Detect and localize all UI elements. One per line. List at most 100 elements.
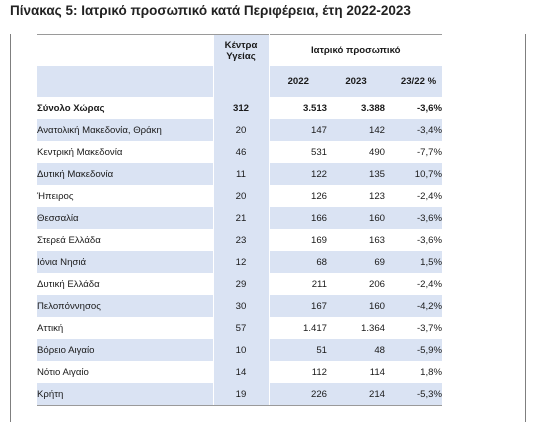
header-change: 23/22 %: [385, 66, 442, 97]
region-cell: Κεντρική Μακεδονία: [37, 146, 123, 158]
health-centers-cell: 11: [212, 163, 270, 185]
change-cell: -5,3%: [385, 383, 442, 406]
region-cell: Νότιο Αιγαίο: [37, 366, 89, 378]
region-cell: Δυτική Ελλάδα: [37, 278, 100, 290]
health-centers-cell: 21: [212, 207, 270, 229]
staff-2022-cell: 169: [310, 234, 327, 246]
region-cell: Σύνολο Χώρας: [37, 102, 105, 114]
region-cell: Στερεά Ελλάδα: [37, 234, 101, 246]
staff-2022-cell: 51: [269, 339, 327, 361]
region-cell: Δυτική Μακεδονία: [37, 163, 213, 185]
staff-2023-cell: 69: [327, 251, 385, 273]
health-centers-cell: 30: [212, 295, 270, 317]
table-row: Αττική 57 1.417 1.364 -3,7%: [37, 317, 442, 339]
region-cell: Ιόνια Νησιά: [37, 251, 213, 273]
header-year-2023: 2023: [327, 66, 385, 97]
health-centers-cell: 29: [212, 273, 270, 295]
staff-2023-cell: 135: [327, 163, 385, 185]
header-region-cell: [37, 66, 213, 97]
staff-2022-cell: 167: [269, 295, 327, 317]
header-row-1: Κέντρα Υγείας Ιατρικό προσωπικό: [37, 34, 442, 66]
staff-2022-cell: 3.513: [302, 102, 327, 114]
health-centers-cell: 12: [212, 251, 270, 273]
medical-staff-table: Κέντρα Υγείας Ιατρικό προσωπικό 2022 202…: [37, 34, 442, 406]
change-cell: -2,4%: [416, 278, 442, 290]
health-centers-cell: 23: [212, 229, 270, 251]
change-cell: -3,6%: [416, 234, 442, 246]
header-medical-staff: Ιατρικό προσωπικό: [269, 34, 442, 66]
region-cell: Θεσσαλία: [37, 207, 213, 229]
table-row: Ήπειρος 20 126 123 -2,4%: [37, 185, 442, 207]
table-row: Πελοπόννησος 30 167 160 -4,2%: [37, 295, 442, 317]
change-cell: -3,6%: [416, 102, 442, 114]
staff-2023-cell: 160: [327, 207, 385, 229]
table-row: Θεσσαλία 21 166 160 -3,6%: [37, 207, 442, 229]
change-cell: 1,8%: [420, 366, 442, 378]
page-right-border: [525, 34, 526, 422]
health-centers-cell: 20: [212, 185, 270, 207]
staff-2022-cell: 68: [269, 251, 327, 273]
region-cell: Κρήτη: [37, 383, 213, 406]
staff-2023-cell: 214: [327, 383, 385, 406]
health-centers-cell: 312: [212, 97, 270, 119]
change-cell: -4,2%: [385, 295, 442, 317]
region-cell: Βόρειο Αιγαίο: [37, 339, 213, 361]
region-cell: Αττική: [37, 322, 64, 334]
change-cell: -3,6%: [385, 207, 442, 229]
health-centers-cell: 46: [212, 141, 270, 163]
table-row: Δυτική Ελλάδα 29 211 206 -2,4%: [37, 273, 442, 295]
health-centers-cell: 19: [212, 383, 270, 406]
change-cell: -3,4%: [385, 119, 442, 141]
table-row: Σύνολο Χώρας 312 3.513 3.388 -3,6%: [37, 97, 442, 119]
table-row: Στερεά Ελλάδα 23 169 163 -3,6%: [37, 229, 442, 251]
table-row: Κεντρική Μακεδονία 46 531 490 -7,7%: [37, 141, 442, 163]
staff-2023-cell: 490: [368, 146, 385, 158]
health-centers-cell: 10: [212, 339, 270, 361]
staff-2022-cell: 166: [269, 207, 327, 229]
staff-2023-cell: 206: [368, 278, 385, 290]
table-row: Κρήτη 19 226 214 -5,3%: [37, 383, 442, 406]
staff-2023-cell: 160: [327, 295, 385, 317]
change-cell: 1,5%: [385, 251, 442, 273]
staff-2023-cell: 163: [368, 234, 385, 246]
table-row: Ιόνια Νησιά 12 68 69 1,5%: [37, 251, 442, 273]
header-centers-cell: [212, 66, 270, 97]
header-row-2: 2022 2023 23/22 %: [37, 66, 442, 97]
change-cell: -5,9%: [385, 339, 442, 361]
table-body: Σύνολο Χώρας 312 3.513 3.388 -3,6% Ανατολική …: [37, 97, 442, 406]
table-row: Ανατολική Μακεδονία, Θράκη 20 147 142 -3,4%: [37, 119, 442, 141]
change-cell: 10,7%: [385, 163, 442, 185]
staff-2022-cell: 126: [310, 190, 327, 202]
staff-2022-cell: 1.417: [302, 322, 327, 334]
staff-2022-cell: 122: [269, 163, 327, 185]
staff-2022-cell: 112: [311, 366, 327, 378]
change-cell: -7,7%: [416, 146, 442, 158]
staff-2023-cell: 1.364: [360, 322, 385, 334]
health-centers-cell: 20: [212, 119, 270, 141]
table-row: Βόρειο Αιγαίο 10 51 48 -5,9%: [37, 339, 442, 361]
staff-2022-cell: 531: [310, 146, 327, 158]
staff-2023-cell: 48: [327, 339, 385, 361]
change-cell: -3,7%: [416, 322, 442, 334]
health-centers-cell: 57: [212, 317, 270, 339]
staff-2023-cell: 123: [368, 190, 385, 202]
page-left-border: [10, 34, 11, 422]
change-cell: -2,4%: [416, 190, 442, 202]
table-row: Δυτική Μακεδονία 11 122 135 10,7%: [37, 163, 442, 185]
region-cell: Ανατολική Μακεδονία, Θράκη: [37, 119, 213, 141]
table-row: Νότιο Αιγαίο 14 112 114 1,8%: [37, 361, 442, 383]
header-year-2022: 2022: [269, 66, 327, 97]
region-cell: Ήπειρος: [37, 190, 74, 202]
staff-2023-cell: 142: [327, 119, 385, 141]
region-cell: Πελοπόννησος: [37, 295, 213, 317]
staff-2022-cell: 226: [269, 383, 327, 406]
table-title: Πίνακας 5: Ιατρικό προσωπικό κατά Περιφέ…: [10, 3, 411, 18]
staff-2023-cell: 3.388: [360, 102, 385, 114]
staff-2022-cell: 147: [269, 119, 327, 141]
header-blank: [37, 34, 213, 66]
staff-2023-cell: 114: [369, 366, 385, 378]
health-centers-cell: 14: [212, 361, 270, 383]
staff-2022-cell: 211: [311, 278, 327, 290]
header-health-centers: Κέντρα Υγείας: [212, 34, 270, 66]
